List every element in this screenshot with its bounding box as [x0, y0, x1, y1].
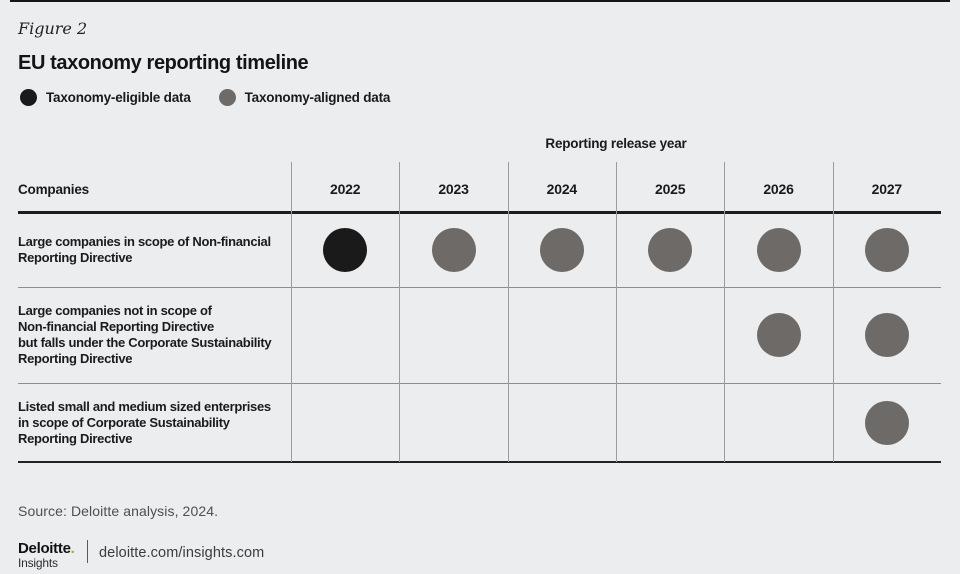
- column-grid-line: [291, 162, 292, 462]
- companies-column-header: Companies: [18, 182, 89, 197]
- year-header-2023: 2023: [438, 181, 469, 197]
- column-grid-line: [616, 162, 617, 462]
- brand-name: Deloitte.: [18, 540, 75, 557]
- source-note: Source: Deloitte analysis, 2024.: [18, 503, 219, 519]
- legend-label: Taxonomy-aligned data: [244, 90, 391, 105]
- legend-label: Taxonomy-eligible data: [46, 90, 191, 105]
- page-title: EU taxonomy reporting timeline: [18, 52, 309, 74]
- year-header-2022: 2022: [329, 181, 361, 197]
- eligible-data-dot: [323, 228, 368, 272]
- aligned-data-dot: [864, 400, 909, 445]
- table-bottom-rule: [18, 461, 941, 463]
- year-header-2024: 2024: [546, 181, 578, 197]
- figure-label: Figure 2: [18, 19, 88, 38]
- company-label: Large companies not in scope of Non-finan…: [18, 287, 290, 383]
- column-grid-line: [724, 162, 725, 462]
- company-label: Large companies in scope of Non-financia…: [18, 213, 290, 287]
- year-header-2025: 2025: [654, 181, 686, 197]
- eligible-dot-icon: [20, 89, 37, 106]
- legend-item-aligned: Taxonomy-aligned data: [218, 89, 391, 106]
- year-header-2026: 2026: [763, 181, 794, 197]
- aligned-data-dot: [864, 228, 909, 272]
- year-header-2027: 2027: [871, 181, 903, 197]
- company-label-line: Reporting Directive: [18, 351, 133, 366]
- company-label-line: Reporting Directive: [18, 430, 133, 446]
- legend-item-eligible: Taxonomy-eligible data: [20, 89, 191, 106]
- company-label-line: in scope of Corporate Sustainability: [18, 414, 230, 430]
- deloitte-insights-logo: Deloitte. Insights: [18, 540, 75, 570]
- figure-top-rule: [10, 0, 950, 2]
- column-grid-line: [833, 162, 834, 462]
- aligned-data-dot: [756, 228, 801, 272]
- company-label-line: but falls under the Corporate Sustainabi…: [18, 335, 272, 350]
- column-grid-line: [508, 162, 509, 462]
- row-divider: [18, 383, 941, 384]
- company-label-line: Reporting Directive: [18, 250, 133, 265]
- column-grid-line: [399, 162, 400, 462]
- company-label-line: Large companies in scope of Non-financia…: [18, 234, 271, 249]
- row-divider: [18, 287, 941, 288]
- brand-green-dot: .: [70, 540, 75, 557]
- brand-subname: Insights: [18, 556, 58, 570]
- aligned-dot-icon: [218, 89, 236, 106]
- company-label: Listed small and medium sized enterprise…: [18, 383, 290, 462]
- footer-divider: [87, 540, 88, 563]
- footer-url: deloitte.com/insights.com: [99, 545, 265, 561]
- aligned-data-dot: [539, 228, 584, 272]
- reporting-release-year-header: Reporting release year: [545, 136, 687, 151]
- company-label-line: Non-financial Reporting Directive: [18, 319, 214, 334]
- company-label-line: Listed small and medium sized enterprise…: [18, 398, 271, 414]
- legend: Taxonomy-eligible data Taxonomy-aligned d…: [20, 88, 390, 107]
- aligned-data-dot: [864, 313, 909, 357]
- company-label-line: Large companies not in scope of: [18, 303, 212, 318]
- table-header-rule: [18, 211, 941, 214]
- aligned-data-dot: [431, 228, 476, 272]
- aligned-data-dot: [648, 228, 693, 272]
- aligned-data-dot: [756, 313, 801, 357]
